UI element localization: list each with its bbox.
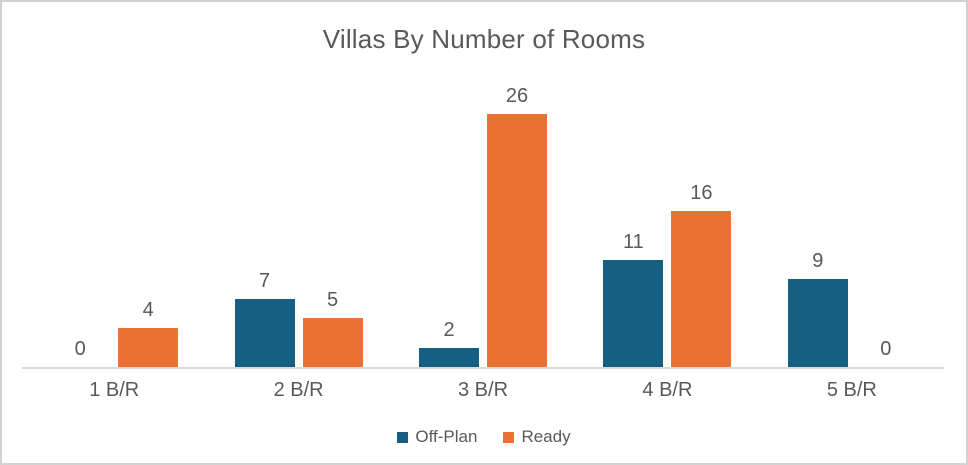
bar-value-label: 7 xyxy=(259,270,271,292)
bar-slot-off-plan: 7 xyxy=(234,270,295,367)
bar-value-label: 16 xyxy=(690,182,713,204)
bar-ready xyxy=(671,211,732,367)
bar-slot-off-plan: 2 xyxy=(419,319,480,367)
bar-slot-off-plan: 11 xyxy=(603,231,664,367)
bar-off-plan xyxy=(234,299,295,367)
bar-ready xyxy=(118,328,179,367)
plot-area: 0 4 7 5 2 26 11 16 9 0 xyxy=(22,77,944,369)
legend: Off-Plan Ready xyxy=(2,427,966,447)
legend-item-off-plan: Off-Plan xyxy=(397,427,477,447)
x-axis-tick-label: 5 B/R xyxy=(826,379,877,401)
bar-value-label: 0 xyxy=(880,338,892,360)
bar-slot-off-plan: 9 xyxy=(787,250,848,367)
bar-value-label: 4 xyxy=(142,299,154,321)
x-axis: 1 B/R 2 B/R 3 B/R 4 B/R 5 B/R xyxy=(22,379,944,402)
legend-label: Off-Plan xyxy=(415,427,478,446)
bar-slot-ready: 26 xyxy=(487,85,548,367)
chart-title: Villas By Number of Rooms xyxy=(322,24,646,54)
bar-slot-ready: 16 xyxy=(671,182,732,367)
bar-value-label: 2 xyxy=(443,319,455,341)
bar-slot-ready: 5 xyxy=(302,289,363,367)
bar-value-label: 26 xyxy=(505,85,529,107)
bar-slot-off-plan: 0 xyxy=(50,339,110,367)
x-axis-tick-label: 2 B/R xyxy=(273,379,324,401)
x-axis-tick-label: 3 B/R xyxy=(458,379,509,401)
bar-value-label: 9 xyxy=(812,250,824,272)
x-axis-tick-label: 4 B/R xyxy=(642,379,693,401)
bar-slot-ready: 4 xyxy=(118,299,179,367)
category-group-3-b-r: 2 26 xyxy=(391,77,575,367)
bar-off-plan xyxy=(787,279,848,367)
bar-value-label: 5 xyxy=(327,289,339,311)
bar-off-plan xyxy=(419,348,480,367)
bar-value-label: 11 xyxy=(623,231,644,253)
legend-item-ready: Ready xyxy=(503,427,571,447)
legend-label: Ready xyxy=(521,427,571,446)
bar-slot-ready: 0 xyxy=(856,339,916,367)
bar-off-plan xyxy=(603,260,664,367)
legend-swatch-icon xyxy=(503,431,515,443)
legend-swatch-icon xyxy=(397,431,409,443)
x-axis-tick-label: 1 B/R xyxy=(89,379,140,401)
bar-value-label: 0 xyxy=(74,338,86,360)
bar-ready xyxy=(302,318,363,367)
category-group-4-b-r: 11 16 xyxy=(575,77,759,367)
bar-ready xyxy=(487,114,548,367)
